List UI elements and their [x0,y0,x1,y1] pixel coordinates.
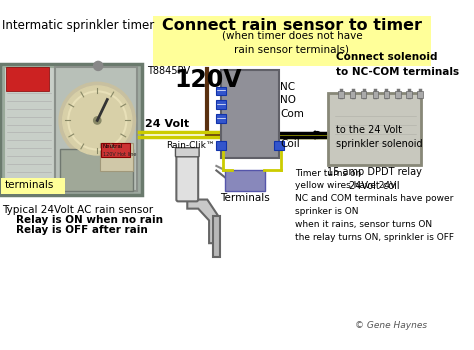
Text: Timer turns on
yellow wires have 24V
NC and COM terminals have power
sprinker is: Timer turns on yellow wires have 24V NC … [295,169,455,242]
Text: Coil: Coil [280,139,300,149]
Text: terminals: terminals [5,180,54,190]
Circle shape [94,61,103,70]
FancyBboxPatch shape [395,91,401,98]
FancyBboxPatch shape [216,100,226,109]
FancyBboxPatch shape [101,143,129,157]
FancyBboxPatch shape [350,91,356,98]
Text: © Gene Haynes: © Gene Haynes [355,321,427,330]
FancyBboxPatch shape [225,169,264,191]
Text: 120V Hot line: 120V Hot line [103,152,136,157]
FancyBboxPatch shape [55,67,137,191]
FancyBboxPatch shape [175,148,199,157]
FancyBboxPatch shape [417,91,423,98]
Text: Typical 24Volt AC rain sensor: Typical 24Volt AC rain sensor [2,205,153,215]
Circle shape [63,86,132,155]
Text: Intermatic sprinkler timer: Intermatic sprinkler timer [2,19,154,32]
FancyBboxPatch shape [1,178,64,194]
FancyBboxPatch shape [176,150,198,201]
FancyBboxPatch shape [274,141,284,150]
FancyBboxPatch shape [60,149,133,191]
FancyBboxPatch shape [383,91,389,98]
Text: 24 Volt: 24 Volt [146,119,190,129]
FancyBboxPatch shape [373,91,378,98]
Text: NC: NC [280,82,295,92]
Text: Terminals: Terminals [219,193,269,203]
Text: 120V: 120V [174,68,242,92]
Text: T8845PV: T8845PV [147,66,191,76]
Text: to the 24 Volt
sprinkler solenoid: to the 24 Volt sprinkler solenoid [337,125,423,149]
Text: NO: NO [280,96,296,105]
Text: Connect solenoid
to NC-COM terminals: Connect solenoid to NC-COM terminals [337,52,459,77]
Text: (when timer does not have
rain sensor terminals): (when timer does not have rain sensor te… [221,30,362,55]
FancyBboxPatch shape [216,141,226,150]
Polygon shape [213,216,220,257]
FancyBboxPatch shape [216,86,226,95]
Text: 15 amp DPDT relay
24Volt coil: 15 amp DPDT relay 24Volt coil [327,167,422,191]
FancyBboxPatch shape [4,67,55,191]
Polygon shape [187,199,218,243]
FancyBboxPatch shape [361,91,366,98]
FancyBboxPatch shape [216,114,226,122]
Text: Rain-Clik™: Rain-Clik™ [166,141,215,150]
Text: Com: Com [280,109,304,119]
Circle shape [59,82,136,159]
Text: Neutral: Neutral [103,144,123,149]
FancyBboxPatch shape [0,64,142,195]
FancyBboxPatch shape [406,91,412,98]
FancyBboxPatch shape [328,93,421,165]
Text: Relay is ON when no rain: Relay is ON when no rain [17,215,164,225]
Text: Relay is OFF after rain: Relay is OFF after rain [17,225,148,235]
FancyBboxPatch shape [153,16,431,66]
FancyBboxPatch shape [338,91,344,98]
Text: Connect rain sensor to timer: Connect rain sensor to timer [162,18,422,33]
FancyBboxPatch shape [100,143,133,171]
FancyBboxPatch shape [6,67,49,91]
FancyBboxPatch shape [221,70,279,158]
Circle shape [94,117,101,124]
